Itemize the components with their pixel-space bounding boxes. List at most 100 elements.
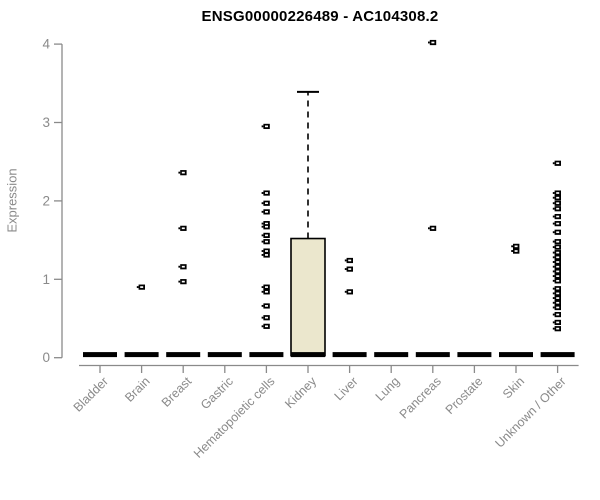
outlier-point-slit (181, 265, 185, 268)
outlier-point-nub (344, 259, 347, 262)
outlier-point-nub (261, 316, 264, 319)
x-tick-label: Liver (332, 374, 361, 403)
outlier-point-nub (344, 290, 347, 293)
outlier-point-nub (552, 313, 555, 316)
outlier-point-slit (265, 290, 268, 293)
outlier-point-slit (556, 313, 560, 316)
outlier-point-nub (261, 234, 264, 237)
outlier-point-nub (261, 286, 264, 289)
median-bar (124, 352, 159, 358)
outlier-point-slit (514, 245, 518, 248)
outlier-point-slit (431, 41, 435, 44)
outlier-point-nub (552, 270, 555, 273)
outlier-point-slit (556, 222, 560, 225)
outlier-point-slit (556, 215, 560, 218)
outlier-point-nub (261, 290, 264, 293)
outlier-point-slit (556, 251, 560, 254)
chart-title: ENSG00000226489 - AC104308.2 (201, 8, 439, 25)
x-tick-label: Brain (122, 374, 153, 405)
outlier-point-nub (136, 286, 139, 289)
outlier-point-nub (552, 240, 555, 243)
y-tick-label: 3 (42, 115, 50, 130)
outlier-point-slit (348, 259, 352, 262)
outlier-point-nub (552, 275, 555, 278)
x-tick-label: Skin (500, 374, 527, 401)
outlier-point-slit (514, 250, 518, 252)
outlier-point-nub (552, 207, 555, 210)
x-tick-label: Hematopoietic cells (191, 374, 278, 461)
x-tick-label: Lung (373, 374, 403, 404)
median-bar (374, 352, 409, 358)
outlier-point-nub (428, 227, 430, 230)
outlier-point-nub (552, 265, 555, 268)
median-bar (457, 352, 492, 358)
x-tick-label: Breast (159, 374, 195, 410)
median-bar (540, 352, 575, 358)
outlier-point-nub (552, 297, 555, 300)
outlier-point-slit (556, 231, 560, 234)
y-tick-label: 0 (42, 350, 50, 365)
outlier-point-slit (556, 261, 560, 263)
outlier-point-slit (265, 240, 268, 243)
outlier-point-slit (265, 192, 268, 194)
median-bar (249, 352, 284, 358)
outlier-point-nub (428, 41, 430, 44)
x-tick-label: Gastric (198, 374, 236, 412)
outlier-point-nub (178, 265, 181, 268)
median-bar (332, 352, 367, 358)
outlier-point-slit (556, 196, 560, 199)
median-bar (415, 352, 450, 358)
median-bar (207, 352, 242, 358)
outlier-point-nub (552, 287, 555, 290)
median-bar (166, 352, 201, 358)
outlier-point-nub (261, 325, 264, 328)
outlier-point-slit (556, 246, 560, 248)
outlier-point-nub (511, 245, 513, 248)
outlier-point-slit (556, 287, 560, 290)
outlier-point-slit (265, 225, 268, 228)
outlier-point-nub (552, 215, 555, 218)
x-tick-label: Unknown / Other (492, 374, 568, 450)
x-tick-label: Kidney (282, 374, 319, 411)
outlier-point-slit (556, 297, 560, 299)
outlier-point-nub (261, 253, 264, 256)
median-bar (499, 352, 533, 358)
outlier-point-slit (556, 292, 560, 295)
outlier-point-slit (265, 202, 268, 205)
outlier-point-slit (265, 325, 268, 328)
outlier-point-slit (265, 250, 268, 252)
outlier-point-slit (265, 316, 268, 319)
outlier-point-nub (261, 225, 264, 228)
x-tick-label: Pancreas (397, 374, 444, 421)
outlier-point-nub (261, 240, 264, 243)
outlier-point-slit (265, 210, 268, 213)
outlier-point-slit (556, 162, 560, 165)
outlier-point-slit (140, 286, 144, 288)
outlier-point-nub (552, 162, 555, 165)
outlier-point-nub (261, 192, 264, 194)
outlier-point-slit (265, 222, 268, 225)
outlier-point-nub (552, 231, 555, 234)
outlier-point-slit (265, 234, 268, 237)
outlier-point-slit (556, 192, 560, 194)
box-rect (290, 237, 326, 357)
outlier-point-slit (556, 301, 560, 304)
outlier-point-slit (181, 280, 185, 283)
outlier-point-nub (552, 261, 555, 263)
outlier-point-nub (261, 125, 264, 128)
outlier-point-nub (552, 306, 555, 309)
outlier-point-slit (556, 275, 560, 277)
outlier-point-nub (552, 279, 555, 282)
outlier-point-nub (552, 222, 555, 225)
outlier-point-slit (265, 305, 268, 307)
outlier-point-slit (556, 207, 560, 210)
outlier-point-nub (552, 251, 555, 254)
outlier-point-nub (261, 210, 264, 213)
outlier-point-nub (552, 292, 555, 295)
outlier-point-nub (261, 304, 264, 307)
outlier-point-slit (556, 306, 560, 309)
outlier-point-nub (178, 280, 181, 283)
outlier-point-nub (261, 202, 264, 205)
outlier-point-nub (552, 246, 555, 249)
